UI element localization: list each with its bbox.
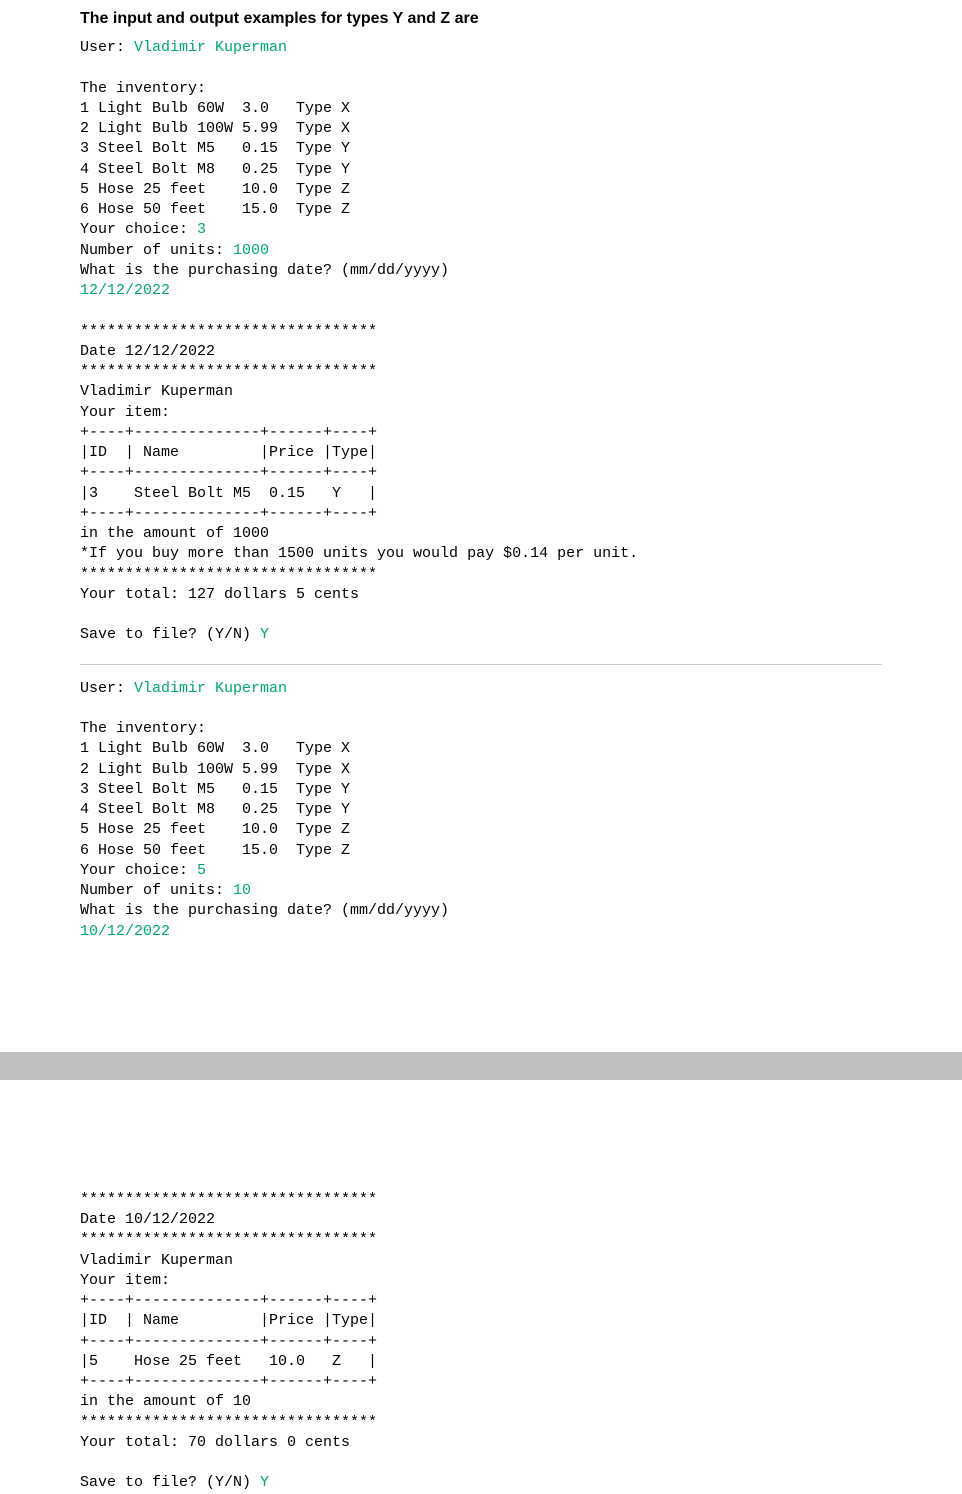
- customer-name: Vladimir Kuperman: [80, 1252, 233, 1269]
- amount-line: in the amount of 10: [80, 1393, 251, 1410]
- choice-input: 3: [197, 221, 206, 238]
- choice-prompt: Your choice:: [80, 221, 197, 238]
- user-name-input: Vladimir Kuperman: [134, 680, 287, 697]
- inventory-line: 2 Light Bulb 100W 5.99 Type X: [80, 120, 350, 137]
- user-prompt-label: User:: [80, 39, 134, 56]
- units-prompt: Number of units:: [80, 882, 233, 899]
- inventory-header: The inventory:: [80, 80, 206, 97]
- star-divider: *********************************: [80, 323, 377, 340]
- terminal-output-session-2a: User: Vladimir Kuperman The inventory: 1…: [0, 679, 962, 942]
- date-prompt: What is the purchasing date? (mm/dd/yyyy…: [80, 262, 449, 279]
- inventory-line: 6 Hose 50 feet 15.0 Type Z: [80, 842, 350, 859]
- terminal-output-session-1: User: Vladimir Kuperman The inventory: 1…: [0, 38, 962, 646]
- save-prompt: Save to file? (Y/N): [80, 626, 260, 643]
- inventory-line: 4 Steel Bolt M8 0.25 Type Y: [80, 801, 350, 818]
- table-row: |3 Steel Bolt M5 0.15 Y |: [80, 485, 377, 502]
- star-divider: *********************************: [80, 1231, 377, 1248]
- amount-line: in the amount of 1000: [80, 525, 269, 542]
- inventory-line: 3 Steel Bolt M5 0.15 Type Y: [80, 781, 350, 798]
- save-input: Y: [260, 1474, 269, 1491]
- date-prompt: What is the purchasing date? (mm/dd/yyyy…: [80, 902, 449, 919]
- customer-name: Vladimir Kuperman: [80, 383, 233, 400]
- table-border: +----+--------------+------+----+: [80, 464, 377, 481]
- table-header: |ID | Name |Price |Type|: [80, 444, 377, 461]
- inventory-line: 2 Light Bulb 100W 5.99 Type X: [80, 761, 350, 778]
- date-line: Date 10/12/2022: [80, 1211, 215, 1228]
- user-prompt-label: User:: [80, 680, 134, 697]
- choice-input: 5: [197, 862, 206, 879]
- table-border: +----+--------------+------+----+: [80, 505, 377, 522]
- page-break-band: [0, 1052, 962, 1080]
- star-divider: *********************************: [80, 566, 377, 583]
- star-divider: *********************************: [80, 1191, 377, 1208]
- table-border: +----+--------------+------+----+: [80, 424, 377, 441]
- spacer: [0, 942, 962, 1052]
- inventory-line: 5 Hose 25 feet 10.0 Type Z: [80, 821, 350, 838]
- inventory-line: 1 Light Bulb 60W 3.0 Type X: [80, 100, 350, 117]
- units-input: 1000: [233, 242, 269, 259]
- page-title: The input and output examples for types …: [0, 0, 962, 38]
- inventory-line: 3 Steel Bolt M5 0.15 Type Y: [80, 140, 350, 157]
- star-divider: *********************************: [80, 363, 377, 380]
- spacer: [0, 1080, 962, 1190]
- user-name-input: Vladimir Kuperman: [134, 39, 287, 56]
- table-border: +----+--------------+------+----+: [80, 1292, 377, 1309]
- date-line: Date 12/12/2022: [80, 343, 215, 360]
- total-line: Your total: 127 dollars 5 cents: [80, 586, 359, 603]
- inventory-line: 4 Steel Bolt M8 0.25 Type Y: [80, 161, 350, 178]
- table-row: |5 Hose 25 feet 10.0 Z |: [80, 1353, 377, 1370]
- your-item-label: Your item:: [80, 404, 170, 421]
- inventory-line: 6 Hose 50 feet 15.0 Type Z: [80, 201, 350, 218]
- units-prompt: Number of units:: [80, 242, 233, 259]
- save-input: Y: [260, 626, 269, 643]
- date-input: 12/12/2022: [80, 282, 170, 299]
- table-border: +----+--------------+------+----+: [80, 1373, 377, 1390]
- discount-line: *If you buy more than 1500 units you wou…: [80, 545, 638, 562]
- inventory-header: The inventory:: [80, 720, 206, 737]
- inventory-line: 5 Hose 25 feet 10.0 Type Z: [80, 181, 350, 198]
- total-line: Your total: 70 dollars 0 cents: [80, 1434, 350, 1451]
- session-separator: [80, 664, 882, 665]
- save-prompt: Save to file? (Y/N): [80, 1474, 260, 1491]
- terminal-output-session-2b: ********************************* Date 1…: [0, 1190, 962, 1494]
- star-divider: *********************************: [80, 1414, 377, 1431]
- your-item-label: Your item:: [80, 1272, 170, 1289]
- units-input: 10: [233, 882, 251, 899]
- table-header: |ID | Name |Price |Type|: [80, 1312, 377, 1329]
- inventory-line: 1 Light Bulb 60W 3.0 Type X: [80, 740, 350, 757]
- date-input: 10/12/2022: [80, 923, 170, 940]
- choice-prompt: Your choice:: [80, 862, 197, 879]
- table-border: +----+--------------+------+----+: [80, 1333, 377, 1350]
